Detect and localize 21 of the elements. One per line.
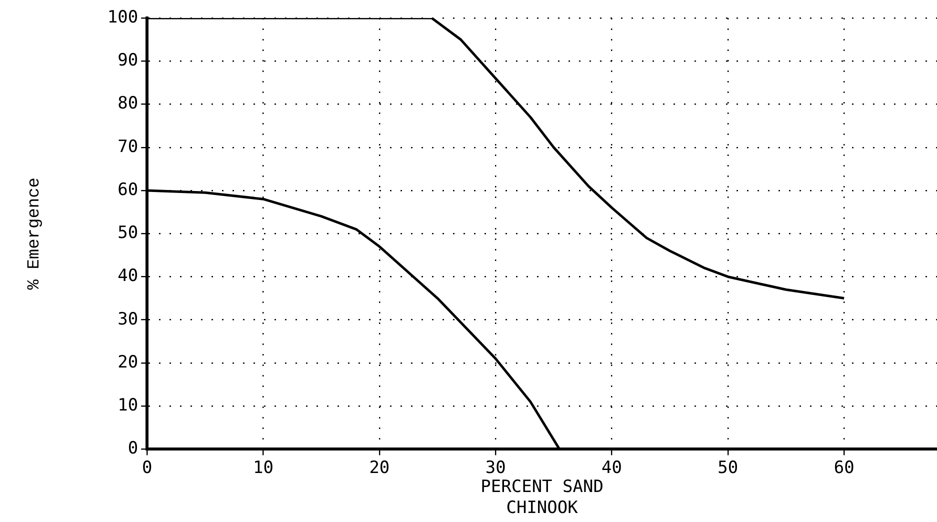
y-tick-label: 70	[118, 136, 138, 157]
y-tick-label: 90	[118, 50, 138, 71]
y-tick-label: 100	[107, 7, 138, 28]
x-tick-label: 10	[253, 458, 274, 478]
y-axis-title: % Emergence	[26, 177, 45, 290]
text: CHINOOK	[506, 498, 579, 518]
x-tick-label: 40	[602, 458, 622, 478]
x-tick-label: 20	[369, 458, 390, 478]
y-tick-label: 30	[118, 309, 138, 330]
y-tick-label: 0	[128, 438, 138, 459]
x-tick-label: 30	[485, 458, 506, 478]
x-axis-title: PERCENT SAND	[480, 477, 604, 498]
x-tick-label: 60	[834, 458, 854, 478]
y-tick-label: 60	[118, 180, 138, 200]
x-tick-label: 0	[142, 458, 152, 478]
y-tick-label: 40	[118, 266, 138, 286]
y-tick-label: 10	[118, 396, 138, 416]
y-tick-label: 80	[118, 94, 138, 114]
x-tick-label: 50	[718, 458, 738, 478]
y-tick-label: 20	[118, 352, 138, 372]
y-tick-label: 50	[118, 223, 138, 244]
